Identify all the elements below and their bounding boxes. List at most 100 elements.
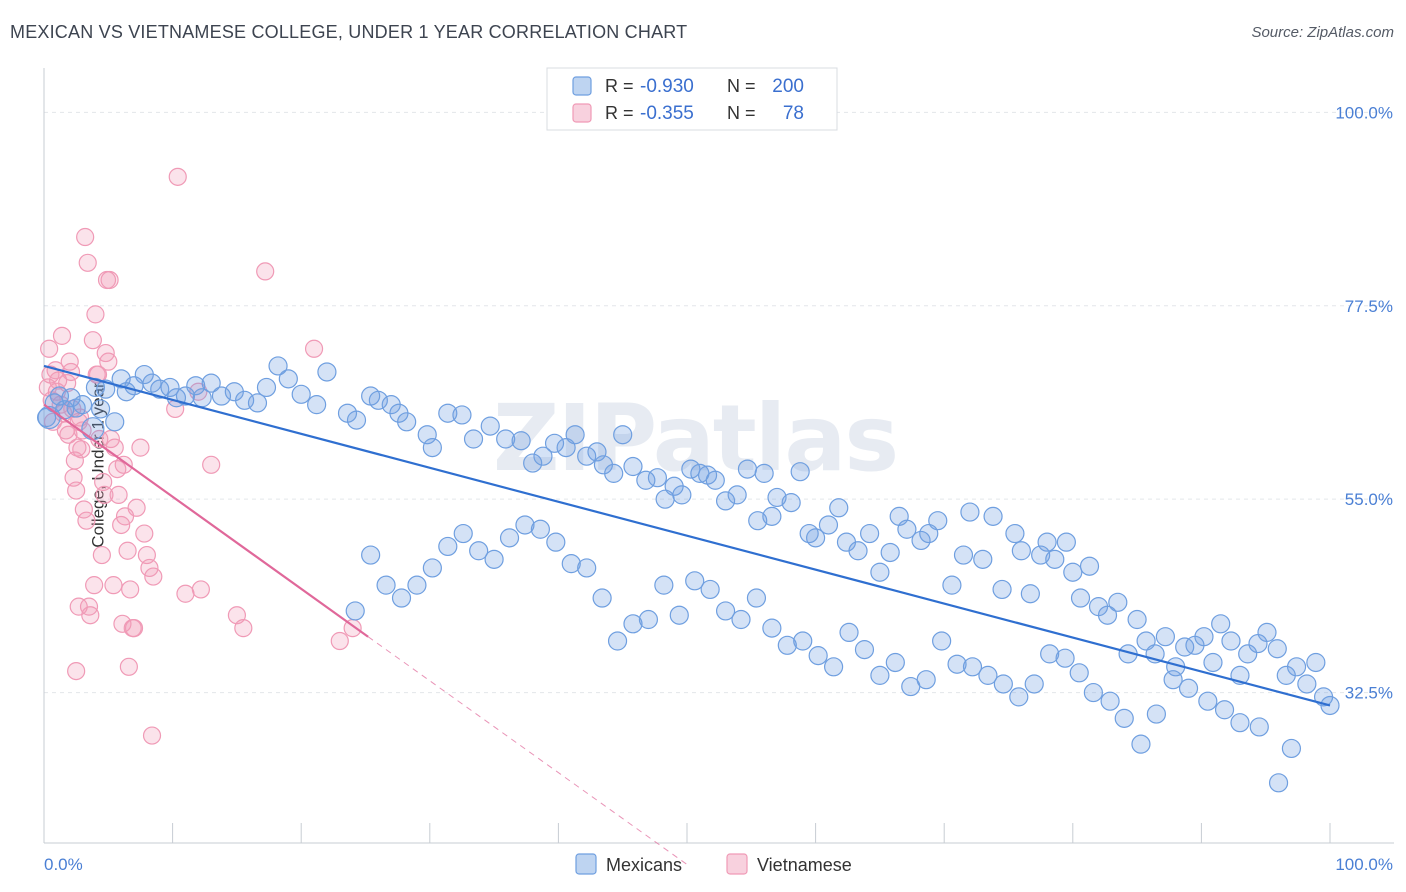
mexican-point bbox=[1178, 678, 1199, 698]
bottom-legend-swatch bbox=[726, 853, 748, 875]
mexican-point bbox=[942, 575, 962, 595]
vietnamese-point bbox=[97, 270, 117, 290]
mexican-point bbox=[438, 403, 458, 423]
mexican-point bbox=[993, 674, 1013, 694]
y-tick-label: 32.5% bbox=[1345, 684, 1393, 703]
mexican-point bbox=[911, 530, 931, 551]
legend-box: R = -0.930 N = 200 R = -0.355 N = 78 bbox=[546, 67, 838, 131]
mexican-point bbox=[992, 579, 1012, 600]
mexican-point bbox=[346, 410, 367, 430]
mexican-point bbox=[1097, 605, 1118, 625]
vietnamese-point bbox=[92, 545, 111, 565]
y-tick-label: 100.0% bbox=[1335, 103, 1393, 122]
vietnamese-point bbox=[127, 498, 146, 517]
legend-r-label: R = bbox=[605, 76, 634, 96]
mexican-point bbox=[1268, 773, 1289, 793]
mexican-point bbox=[186, 376, 206, 396]
vietnamese-point bbox=[99, 352, 118, 371]
mexican-point bbox=[1083, 682, 1103, 703]
mexican-point bbox=[1009, 687, 1029, 707]
mexican-point bbox=[1024, 674, 1044, 694]
mexican-point bbox=[727, 485, 747, 505]
mexican-point bbox=[533, 446, 553, 466]
mexican-point bbox=[453, 523, 473, 544]
y-tick-label: 55.0% bbox=[1345, 490, 1393, 509]
mexican-point bbox=[72, 395, 93, 415]
mexican-point bbox=[854, 640, 875, 660]
vietnamese-point bbox=[94, 472, 113, 492]
mexican-point bbox=[681, 459, 701, 479]
mexican-point bbox=[1257, 622, 1277, 643]
mexican-point bbox=[700, 579, 720, 600]
mexican-point bbox=[317, 362, 337, 382]
mexican-point bbox=[808, 646, 828, 666]
mexican-point bbox=[142, 373, 162, 393]
mexican-point bbox=[368, 390, 388, 410]
mexican-point bbox=[1079, 556, 1100, 576]
vietnamese-point bbox=[74, 500, 93, 519]
mexican-point bbox=[61, 388, 81, 408]
vietnamese-point bbox=[86, 305, 105, 324]
mexican-point bbox=[407, 575, 427, 595]
mexican-point bbox=[636, 470, 656, 490]
mexican-point bbox=[983, 506, 1003, 526]
mexican-point bbox=[463, 429, 484, 449]
legend-n-value: 200 bbox=[772, 76, 804, 97]
vietnamese-point bbox=[123, 619, 142, 638]
vietnamese-point bbox=[85, 576, 104, 595]
mexican-point bbox=[748, 511, 768, 531]
vietnamese-point bbox=[76, 227, 95, 247]
mexican-point bbox=[647, 468, 668, 488]
mexican-point bbox=[960, 502, 980, 522]
mexican-point bbox=[247, 393, 268, 413]
vietnamese-point bbox=[68, 438, 87, 457]
legend-n-label: N = bbox=[727, 103, 756, 123]
mexican-point bbox=[391, 588, 412, 608]
vietnamese-point bbox=[131, 438, 150, 457]
vietnamese-point bbox=[256, 262, 275, 281]
legend-swatch bbox=[572, 76, 592, 96]
vietnamese-point bbox=[168, 167, 187, 186]
mexican-point bbox=[211, 386, 232, 406]
mexican-point bbox=[1163, 670, 1183, 690]
mexican-point bbox=[638, 609, 659, 630]
mexican-point bbox=[848, 541, 868, 561]
mexican-point bbox=[1281, 738, 1302, 759]
mexican-point bbox=[452, 405, 472, 425]
mexican-point bbox=[1249, 717, 1269, 737]
mexican-point bbox=[561, 554, 581, 574]
mexican-point bbox=[669, 605, 689, 625]
mexican-point bbox=[1297, 674, 1317, 694]
mexican-point bbox=[1155, 627, 1175, 647]
legend-frame bbox=[546, 67, 838, 131]
vietnamese-point bbox=[95, 485, 114, 504]
vietnamese-point bbox=[119, 657, 138, 676]
mexican-point bbox=[469, 541, 489, 561]
legend-r-label: R = bbox=[605, 103, 634, 123]
vietnamese-trend-line bbox=[43, 403, 369, 638]
mexican-point bbox=[515, 515, 535, 535]
mexican-point bbox=[361, 545, 381, 565]
legend-n-value: 78 bbox=[783, 103, 804, 124]
vietnamese-point bbox=[304, 339, 324, 358]
vietnamese-point bbox=[59, 425, 78, 444]
mexican-point bbox=[1037, 532, 1057, 552]
mexican-point bbox=[544, 433, 565, 453]
mexican-point bbox=[901, 676, 921, 697]
mexican-point bbox=[422, 558, 442, 578]
mexican-point bbox=[96, 379, 116, 399]
mexican-point bbox=[1100, 691, 1120, 711]
vietnamese-point bbox=[114, 455, 133, 474]
vietnamese-point bbox=[135, 524, 154, 543]
mexican-point bbox=[839, 622, 859, 643]
vietnamese-point bbox=[83, 331, 102, 350]
mexican-point bbox=[962, 657, 983, 677]
legend-r-value: -0.930 bbox=[640, 76, 694, 97]
mexican-point bbox=[880, 542, 900, 563]
vietnamese-point bbox=[78, 253, 97, 272]
mexican-point bbox=[577, 558, 597, 578]
mexican-point bbox=[496, 429, 516, 449]
bottom-legend-label: Mexicans bbox=[606, 855, 682, 875]
mexican-point bbox=[731, 609, 751, 630]
